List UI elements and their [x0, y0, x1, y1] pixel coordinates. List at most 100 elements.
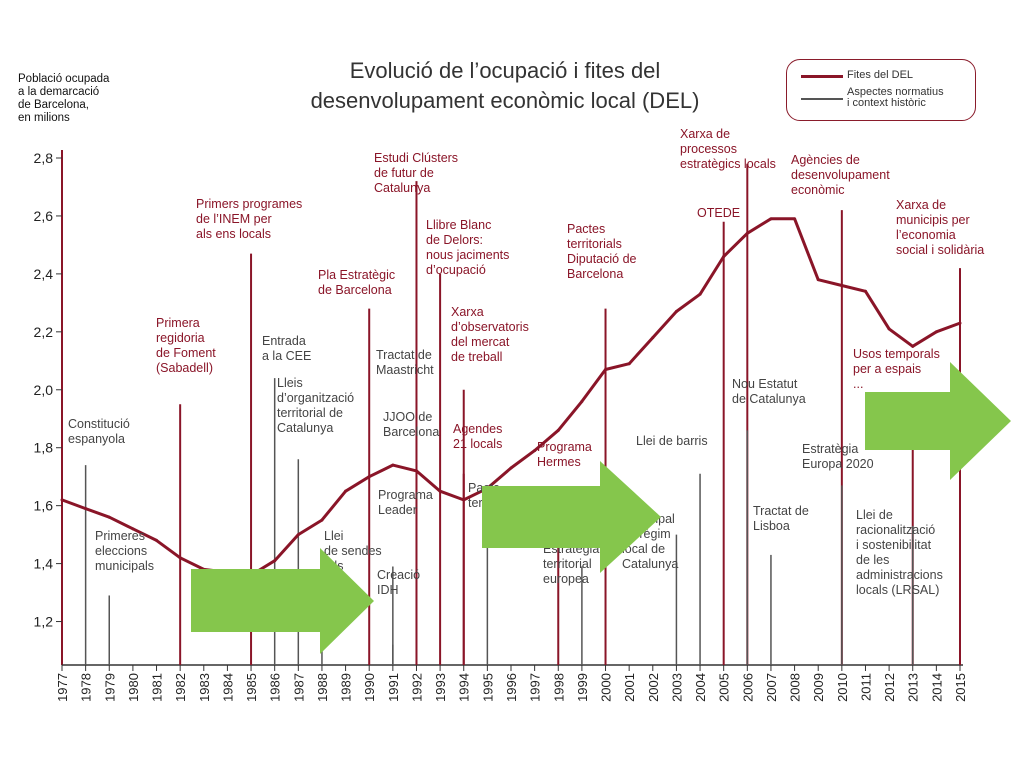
chart-title: Evolució de l’ocupació i fites del desen…	[270, 56, 740, 116]
x-tick-label: 1982	[173, 673, 188, 702]
milestone-label-line: Primeres	[95, 529, 145, 543]
context-milestone-label: Entrada a la CEE	[262, 334, 311, 363]
y-tick-label: 2,4	[34, 266, 54, 282]
green-arrow	[865, 362, 1011, 480]
milestone-label-line: Lleis	[277, 376, 303, 390]
milestone-label-line: racionalització	[856, 523, 935, 537]
milestone-label-line: Europa 2020	[802, 457, 874, 471]
x-tick-label: 1988	[315, 673, 330, 702]
employment-data-point	[958, 321, 962, 325]
del-milestone-label: Xarxa de processos estratègics locals	[680, 127, 776, 171]
milestone-label-line: de Delors:	[426, 233, 483, 247]
x-tick-label: 1998	[551, 673, 566, 702]
del-milestone-label: OTEDE	[697, 206, 740, 220]
context-milestone-label: Primeres eleccions municipals	[95, 529, 154, 573]
employment-data-point	[604, 367, 608, 371]
employment-data-point	[273, 559, 277, 563]
y-tick-label: 1,4	[34, 556, 54, 572]
green-arrow	[191, 548, 374, 654]
milestone-label-line: l’economia	[896, 228, 956, 242]
milestone-label-line: ...	[853, 377, 863, 391]
del-milestone-label: Xarxa de municipis per l’economia social i …	[896, 198, 984, 257]
milestone-label-line: Tractat de	[753, 504, 809, 518]
employment-data-point	[131, 527, 135, 531]
employment-data-point	[840, 283, 844, 287]
employment-data-point	[769, 217, 773, 221]
employment-data-point	[556, 428, 560, 432]
context-milestone-label: Tractat de Maastricht	[376, 348, 434, 377]
context-milestone-label: Nou Estatut de Catalunya	[732, 377, 806, 406]
employment-data-point	[722, 255, 726, 259]
x-tick-label: 2003	[669, 673, 684, 702]
green-arrow	[482, 461, 661, 573]
chart-title-line-1: Evolució de l’ocupació i fites del	[349, 58, 661, 83]
milestone-label-line: espanyola	[68, 432, 125, 446]
milestone-label-line: regidoria	[156, 331, 205, 345]
employment-data-point	[863, 289, 867, 293]
milestone-label-line: (Sabadell)	[156, 361, 213, 375]
milestone-label-line: Primera	[156, 316, 200, 330]
x-tick-label: 1994	[457, 673, 472, 702]
milestone-label-line: Llei de barris	[636, 434, 708, 448]
context-milestone-label: Llei de barris	[636, 434, 708, 448]
milestone-label-line: municipals	[95, 559, 154, 573]
milestone-label-line: Lisboa	[753, 519, 790, 533]
x-tick-label: 1996	[504, 673, 519, 702]
context-milestone-label: Creació IDH	[377, 568, 420, 597]
milestone-label-line: Agències de	[791, 153, 860, 167]
milestone-label-line: processos	[680, 142, 737, 156]
x-tick-label: 2001	[622, 673, 637, 702]
x-tick-label: 2010	[835, 673, 850, 702]
employment-data-point	[391, 463, 395, 467]
context-milestone-label: Estratègia Europa 2020	[802, 442, 874, 471]
employment-data-point	[509, 466, 513, 470]
milestone-label-line: Pactes	[567, 222, 605, 236]
del-milestone-label: Primera regidoria de Foment (Sabadell)	[156, 316, 216, 375]
x-tick-label: 2005	[717, 673, 732, 702]
y-tick-label: 2,0	[34, 382, 54, 398]
employment-data-point	[651, 336, 655, 340]
x-tick-label: 2007	[764, 673, 779, 702]
milestone-label-line: Maastricht	[376, 363, 434, 377]
context-milestone-label: Lleis d’organització territorial de Catalun…	[277, 376, 354, 435]
x-tick-label: 1985	[244, 673, 259, 702]
legend-label-context: Aspectes normatius i context històric	[847, 87, 972, 109]
milestone-label-line: nous jaciments	[426, 248, 509, 262]
x-tick-label: 1999	[575, 673, 590, 702]
x-tick-label: 1987	[291, 673, 306, 702]
milestone-label-line: d’organització	[277, 391, 354, 405]
employment-data-point	[887, 327, 891, 331]
x-tick-label: 1991	[386, 673, 401, 702]
employment-data-point	[344, 489, 348, 493]
del-milestone-label: Llibre Blanc de Delors: nous jaciments d’oc…	[426, 218, 509, 277]
del-milestone-label: Xarxa d’observatoris del mercat de treball	[451, 305, 529, 364]
del-milestone-label: Pla Estratègic de Barcelona	[318, 268, 395, 297]
x-tick-label: 2014	[929, 673, 944, 702]
x-tick-label: 2012	[882, 673, 897, 702]
del-milestone-label: Estudi Clústers de futur de Catalunya	[374, 151, 458, 195]
del-milestone-label: Agències de desenvolupament econòmic	[791, 153, 890, 197]
chart-legend: Fites del DEL Aspectes normatius i conte…	[786, 59, 976, 121]
employment-data-point	[367, 475, 371, 479]
milestone-label-line: Tractat de	[376, 348, 432, 362]
employment-data-point	[438, 489, 442, 493]
milestone-label-line: de treball	[451, 350, 502, 364]
x-tick-label: 1978	[79, 673, 94, 702]
employment-data-point	[533, 449, 537, 453]
del-milestone-label: Pactes territorials Diputació de Barcelona	[567, 222, 637, 281]
milestone-label-line: JJOO de	[383, 410, 432, 424]
milestone-label-line: econòmic	[791, 183, 845, 197]
milestone-label-line: estratègics locals	[680, 157, 776, 171]
milestone-label-line: Diputació de	[567, 252, 637, 266]
milestone-label-line: territorial	[543, 557, 592, 571]
x-tick-label: 2009	[811, 673, 826, 702]
employment-data-point	[60, 498, 64, 502]
milestone-label-line: Llibre Blanc	[426, 218, 491, 232]
milestone-label-line: Usos temporals	[853, 347, 940, 361]
x-tick-label: 2015	[953, 673, 968, 702]
milestone-label-line: locals (LRSAL)	[856, 583, 939, 597]
milestone-label-line: Estratègia	[802, 442, 858, 456]
milestone-label-line: Leader	[378, 503, 417, 517]
y-axis-label: Població ocupada a la demarcació de Barc…	[18, 73, 138, 125]
